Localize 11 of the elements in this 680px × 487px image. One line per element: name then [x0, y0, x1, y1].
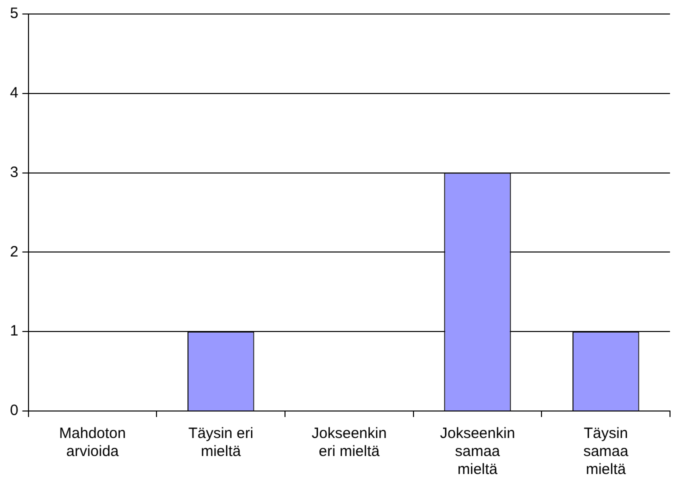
x-tick-label: Täysin eri mieltä	[188, 425, 254, 460]
y-tick-label: 2	[10, 243, 18, 260]
x-tick-label: Jokseenkin eri mieltä	[312, 425, 387, 460]
y-tick-label: 4	[10, 84, 18, 102]
y-tick-label: 0	[10, 402, 18, 420]
y-tick-label: 5	[10, 5, 18, 22]
x-tick-label: Jokseenkin samaa mieltä	[440, 425, 516, 478]
x-tick-label: Mahdoton arvioida	[59, 425, 126, 460]
y-tick-label: 3	[10, 164, 18, 181]
y-tick-label: 1	[10, 322, 18, 340]
x-tick-label: Täysin samaa mieltä	[583, 425, 629, 478]
